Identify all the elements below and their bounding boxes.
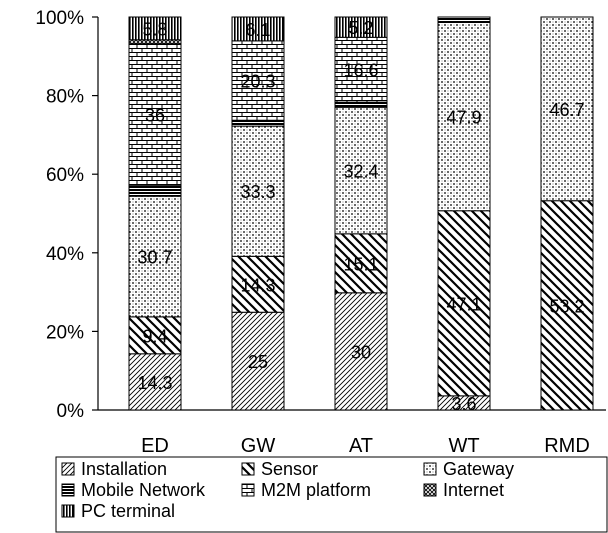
bar-segment-sensor-gw (231, 255, 285, 313)
bar-segment-pc-terminal-ed (128, 16, 182, 41)
legend-swatch-mobile-network (61, 483, 75, 497)
data-labels: 14.3 9.4 30.7 36 5.8 25 14.3 33.3 20.3 6.1 30 15.1 3… (137, 18, 584, 414)
legend-label-mobile-network: Mobile Network (81, 480, 206, 500)
data-label-m2m-platform-at: 16.6 (343, 61, 378, 81)
data-label-pc-terminal-gw: 6.1 (245, 20, 270, 40)
data-label-gateway-gw: 33.3 (240, 182, 275, 202)
legend: Installation Sensor Gateway Mobile Network M… (55, 456, 608, 533)
data-label-m2m-platform-ed: 36 (145, 105, 165, 125)
bar-segment-installation-at (334, 292, 388, 411)
bar-segment-gateway-wt (437, 22, 491, 212)
legend-swatch-sensor (241, 462, 255, 476)
bar-segment-sensor-wt (437, 210, 491, 397)
bar-segment-sensor-at (334, 233, 388, 294)
x-tick-label: AT (349, 435, 373, 457)
y-tick-label: 80% (46, 87, 84, 108)
bar-segment-installation-gw (231, 311, 285, 411)
data-label-gateway-at: 32.4 (343, 162, 378, 182)
data-label-installation-wt: 3.6 (451, 394, 476, 414)
data-label-installation-at: 30 (351, 342, 371, 362)
legend-swatch-pc-terminal (61, 504, 75, 518)
y-tick-label: 60% (46, 165, 84, 186)
bar-segment-m2m-platform-gw (231, 40, 285, 121)
y-tick-label: 100% (35, 8, 84, 29)
bar-segment-mobile-network-ed (128, 184, 182, 197)
legend-swatch-m2m-platform (241, 483, 255, 497)
data-label-sensor-gw: 14.3 (240, 275, 275, 295)
bar-segment-mobile-network-gw (231, 119, 285, 127)
data-label-pc-terminal-ed: 5.8 (142, 19, 167, 39)
legend-label-pc-terminal: PC terminal (81, 501, 175, 521)
data-label-m2m-platform-gw: 20.3 (240, 72, 275, 92)
y-tick-label: 0% (57, 401, 85, 422)
legend-label-sensor: Sensor (261, 459, 318, 479)
legend-label-internet: Internet (443, 480, 504, 500)
legend-label-installation: Installation (81, 459, 167, 479)
legend-frame (55, 456, 608, 533)
legend-label-gateway: Gateway (443, 459, 514, 479)
bar-segment-sensor-rmd (540, 200, 594, 411)
legend-label-m2m-platform: M2M platform (261, 480, 371, 500)
x-tick-label: WT (448, 435, 479, 457)
legend-swatch-internet (423, 483, 437, 497)
y-axis: 0% 20% 40% 60% 80% 100% (35, 8, 99, 422)
data-label-sensor-at: 15.1 (343, 254, 378, 274)
bar-segment-gateway-ed (128, 195, 182, 318)
x-axis: ED GW AT WT RMD (98, 409, 606, 457)
bar-segment-mobile-network-wt (437, 16, 491, 24)
bar-segment-m2m-platform-at (334, 36, 388, 103)
bar-segment-mobile-network-at (334, 101, 388, 108)
bar-segment-internet-ed (128, 39, 182, 45)
x-tick-label: RMD (544, 435, 590, 457)
data-label-gateway-rmd: 46.7 (549, 100, 584, 120)
legend-swatch-gateway (423, 462, 437, 476)
bar-segment-gateway-rmd (540, 16, 594, 202)
x-tick-label: GW (241, 435, 276, 457)
bar-segment-sensor-ed (128, 316, 182, 355)
data-label-installation-gw: 25 (248, 352, 268, 372)
data-label-installation-ed: 14.3 (137, 373, 172, 393)
data-label-sensor-ed: 9.4 (142, 326, 167, 346)
data-label-pc-terminal-at: 5.2 (348, 18, 373, 38)
data-label-sensor-wt: 47.1 (446, 294, 481, 314)
x-tick-label: ED (141, 435, 169, 457)
bar-segment-gateway-gw (231, 125, 285, 257)
bar-segment-pc-terminal-at (334, 16, 388, 38)
y-tick-label: 20% (46, 322, 84, 343)
bar-segment-installation-ed (128, 353, 182, 411)
data-label-sensor-rmd: 53.2 (549, 296, 584, 316)
data-label-gateway-ed: 30.7 (137, 248, 172, 268)
legend-swatch-installation (61, 462, 75, 476)
bar-segment-pc-terminal-gw (231, 16, 285, 42)
bar-segment-gateway-at (334, 106, 388, 235)
bars (128, 16, 594, 411)
data-label-gateway-wt: 47.9 (446, 108, 481, 128)
y-tick-label: 40% (46, 244, 84, 265)
bar-segment-m2m-platform-ed (128, 43, 182, 186)
